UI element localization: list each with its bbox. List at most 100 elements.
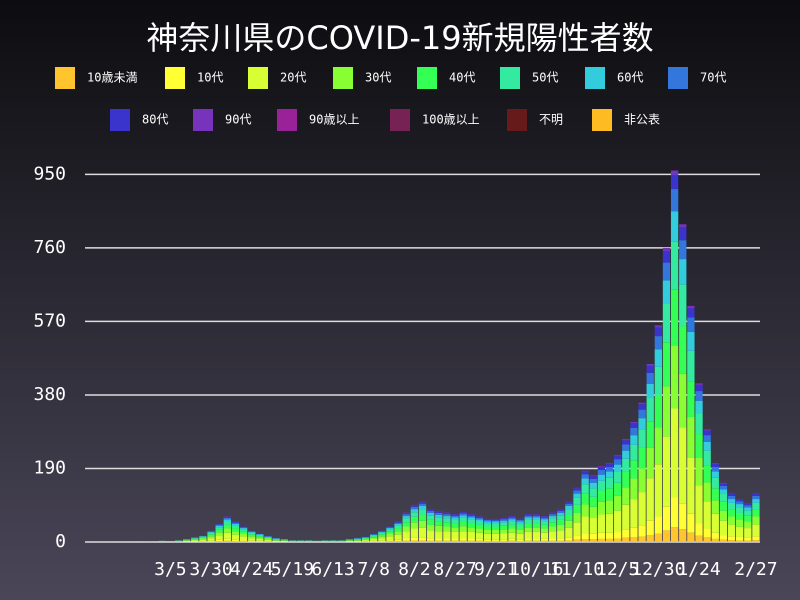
- y-tick-label: 760: [33, 237, 66, 258]
- legend-swatch: [507, 109, 527, 131]
- bar-segment: [752, 494, 760, 496]
- bar-segment: [744, 521, 752, 529]
- bar-segment: [378, 538, 386, 541]
- legend-label: 10歳未満: [87, 71, 137, 85]
- bar-segment: [256, 537, 264, 539]
- bar-segment: [744, 540, 752, 542]
- bar-segment: [662, 530, 671, 542]
- bar-segment: [467, 523, 475, 528]
- bar-segment: [719, 501, 728, 511]
- bar-segment: [378, 540, 386, 542]
- bar-segment: [231, 521, 240, 523]
- bar-segment: [727, 536, 736, 541]
- bar-segment: [670, 241, 679, 290]
- bar-segment: [231, 528, 240, 532]
- bar-segment: [695, 413, 703, 435]
- bar-segment: [573, 504, 581, 513]
- bar-segment: [703, 435, 711, 442]
- bar-segment: [199, 539, 207, 542]
- bar-segment: [435, 511, 443, 513]
- bar-segment: [679, 227, 687, 241]
- bar-segment: [386, 533, 394, 537]
- bar-segment: [370, 537, 378, 539]
- bar-segment: [207, 540, 215, 542]
- bar-segment: [459, 517, 467, 522]
- bar-segment: [451, 540, 459, 542]
- bar-segment: [736, 507, 744, 513]
- bar-segment: [630, 537, 638, 542]
- x-tick-label: 8/27: [433, 559, 476, 580]
- bar-segment: [516, 533, 524, 540]
- bar-segment: [679, 240, 687, 260]
- bar-segment: [394, 522, 402, 524]
- bar-segment: [467, 540, 475, 542]
- bar-segment: [614, 459, 622, 465]
- bar-segment: [426, 540, 435, 542]
- bar-segment: [662, 247, 671, 251]
- x-tick-label: 6/13: [311, 559, 354, 580]
- bar-segment: [402, 526, 410, 532]
- bar-segment: [573, 490, 581, 494]
- legend-swatch: [500, 67, 520, 89]
- bar-segment: [565, 514, 573, 521]
- bar-segment: [361, 538, 370, 540]
- bar-segment: [492, 541, 500, 542]
- bar-segment: [548, 516, 557, 519]
- bar-segment: [394, 531, 402, 535]
- bar-segment: [215, 529, 223, 533]
- bar-segment: [191, 538, 199, 540]
- bar-segment: [394, 521, 402, 523]
- bar-segment: [581, 470, 589, 472]
- legend-swatch: [390, 109, 410, 131]
- bar-segment: [524, 540, 532, 542]
- bar-segment: [597, 538, 606, 542]
- bar-segment: [711, 466, 719, 472]
- bar-segment: [614, 495, 622, 511]
- bar-segment: [239, 526, 248, 528]
- bar-segment: [500, 522, 508, 526]
- bar-segment: [548, 531, 557, 539]
- bar-segment: [475, 516, 484, 519]
- bar-segment: [670, 170, 679, 175]
- bar-segment: [540, 519, 549, 522]
- bar-segment: [548, 514, 557, 517]
- bar-segment: [459, 515, 467, 518]
- bar-segment: [597, 514, 606, 533]
- legend-swatch: [585, 67, 605, 89]
- bar-segment: [353, 540, 362, 541]
- bar-segment: [443, 540, 451, 542]
- bar-segment: [670, 345, 679, 409]
- bar-segment: [589, 518, 597, 534]
- x-tick-label: 8/2: [398, 559, 431, 580]
- bar-segment: [589, 475, 597, 477]
- bar-segment: [353, 539, 362, 541]
- bar-segment: [630, 444, 638, 461]
- bar-segment: [191, 539, 199, 541]
- bar-segment: [581, 516, 589, 534]
- legend-swatch: [110, 109, 130, 131]
- bar-segment: [573, 539, 581, 542]
- bar-segment: [459, 513, 467, 516]
- y-tick-label: 570: [33, 310, 66, 331]
- bar-segment: [638, 525, 646, 537]
- bar-segment: [662, 303, 671, 343]
- bar-segment: [679, 284, 687, 327]
- bar-segment: [703, 501, 711, 529]
- bar-segment: [581, 533, 589, 540]
- bar-segment: [435, 538, 443, 541]
- bar-segment: [646, 383, 654, 399]
- bar-segment: [605, 466, 614, 472]
- bar-segment: [703, 450, 711, 466]
- bar-segment: [451, 515, 459, 518]
- bar-segment: [418, 503, 427, 507]
- bar-segment: [508, 538, 516, 541]
- bar-segment: [532, 540, 541, 542]
- bar-segment: [459, 540, 467, 542]
- y-tick-label: 380: [33, 384, 66, 405]
- bar-segment: [492, 526, 500, 531]
- bar-segment: [727, 524, 736, 537]
- bar-segment: [467, 519, 475, 524]
- bar-segment: [239, 531, 248, 534]
- bar-segment: [597, 532, 606, 539]
